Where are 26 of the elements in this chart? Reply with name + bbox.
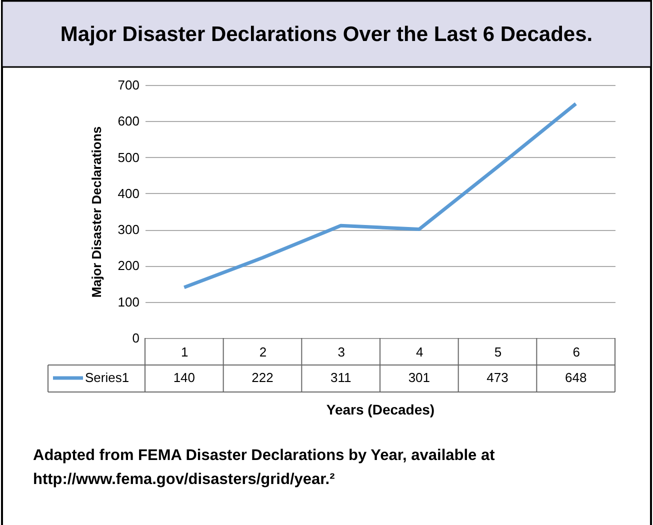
line-series — [182, 102, 578, 290]
data-label: 473 — [486, 370, 508, 385]
y-axis-title: Major Disaster Declarations — [88, 126, 104, 298]
text: Adapted from FEMA Disaster Declarations by Year, available at http://www.fema.gov/disasters/grid/year.² — [33, 447, 495, 488]
x-tick-label: 2 — [259, 344, 267, 360]
y-tick-label: 500 — [118, 150, 140, 165]
y-tick-label: 100 — [118, 294, 140, 310]
y-tick-label: 200 — [118, 258, 140, 274]
x-tick-label: 6 — [572, 344, 580, 360]
x-tick-label: 1 — [181, 344, 188, 360]
y-tick-label: 0 — [132, 330, 140, 346]
x-tick-label: 3 — [338, 344, 345, 360]
legend-label: Series1 — [85, 370, 130, 385]
x-tick-label: 5 — [494, 344, 502, 360]
x-tick-label: 4 — [416, 344, 424, 360]
y-tick-label: 400 — [118, 186, 140, 201]
chart-title: Major Disaster Declarations Over the Last 6 Decades. — [60, 23, 593, 46]
data-label: 311 — [330, 370, 352, 385]
data-label: 140 — [173, 370, 196, 385]
y-tick-label: 300 — [118, 222, 140, 238]
data-label: 301 — [408, 370, 430, 385]
x-axis-title: Years (Decades) — [326, 402, 435, 418]
data-label: 648 — [564, 370, 587, 385]
data-label: 222 — [252, 370, 274, 385]
y-tick-label: 700 — [118, 78, 140, 92]
y-tick-label: 600 — [118, 114, 140, 129]
